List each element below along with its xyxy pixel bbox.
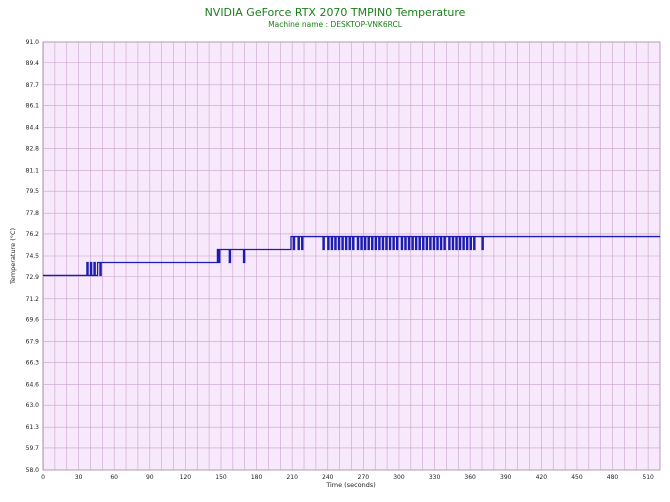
y-tick-label: 74.5 bbox=[26, 253, 40, 260]
y-tick-label: 79.5 bbox=[26, 188, 40, 195]
gridlines bbox=[43, 41, 661, 471]
x-tick-label: 480 bbox=[607, 474, 619, 481]
y-tick-label: 84.4 bbox=[26, 125, 40, 132]
y-tick-label: 71.2 bbox=[26, 296, 40, 303]
x-tick-label: 360 bbox=[464, 474, 476, 481]
y-tick-label: 69.6 bbox=[26, 317, 40, 324]
series-line-0 bbox=[43, 235, 660, 277]
y-tick-label: 77.8 bbox=[26, 210, 40, 217]
y-tick-label: 72.9 bbox=[26, 274, 40, 281]
y-tick-label: 87.7 bbox=[26, 82, 40, 89]
y-tick-label: 89.4 bbox=[26, 60, 40, 67]
x-tick-label: 420 bbox=[536, 474, 548, 481]
x-axis-label: Time (seconds) bbox=[325, 481, 376, 489]
y-axis-label: Temperature (°C) bbox=[9, 228, 17, 285]
y-tick-label: 63.0 bbox=[26, 402, 40, 409]
series-group bbox=[43, 235, 660, 277]
x-tick-label: 300 bbox=[393, 474, 405, 481]
y-tick-label: 61.3 bbox=[26, 424, 40, 431]
x-tick-label: 450 bbox=[571, 474, 583, 481]
x-axis-ticks: 0 30 60 90 120 150 180 210 240 270 300 330 360 390 420… bbox=[41, 474, 654, 481]
y-tick-label: 76.2 bbox=[26, 231, 40, 238]
y-tick-label: 66.3 bbox=[26, 359, 40, 366]
x-tick-label: 240 bbox=[322, 474, 334, 481]
x-tick-label: 180 bbox=[251, 474, 263, 481]
y-tick-label: 91.0 bbox=[26, 39, 40, 46]
x-tick-label: 150 bbox=[215, 474, 227, 481]
x-tick-label: 60 bbox=[110, 474, 118, 481]
x-tick-label: 270 bbox=[358, 474, 370, 481]
y-tick-label: 81.1 bbox=[26, 167, 40, 174]
x-tick-label: 0 bbox=[41, 474, 45, 481]
x-tick-label: 210 bbox=[286, 474, 298, 481]
y-tick-label: 67.9 bbox=[26, 339, 40, 346]
chart-title: NVIDIA GeForce RTX 2070 TMPIN0 Temperatu… bbox=[205, 6, 466, 19]
x-tick-label: 90 bbox=[146, 474, 154, 481]
y-tick-label: 64.6 bbox=[26, 381, 40, 388]
chart-subtitle: Machine name : DESKTOP-VNK6RCL bbox=[268, 20, 403, 29]
y-tick-label: 86.1 bbox=[26, 103, 40, 110]
x-tick-label: 30 bbox=[75, 474, 83, 481]
y-tick-label: 82.8 bbox=[26, 145, 40, 152]
x-tick-label: 510 bbox=[642, 474, 654, 481]
y-tick-label: 59.7 bbox=[26, 445, 40, 452]
x-tick-label: 330 bbox=[429, 474, 441, 481]
x-tick-label: 120 bbox=[180, 474, 192, 481]
x-tick-label: 390 bbox=[500, 474, 512, 481]
y-tick-label: 58.0 bbox=[26, 467, 40, 474]
y-axis-ticks: 58.0 59.7 61.3 63.0 64.6 66.3 67.9 69.6 71.2 72.9… bbox=[26, 39, 40, 474]
